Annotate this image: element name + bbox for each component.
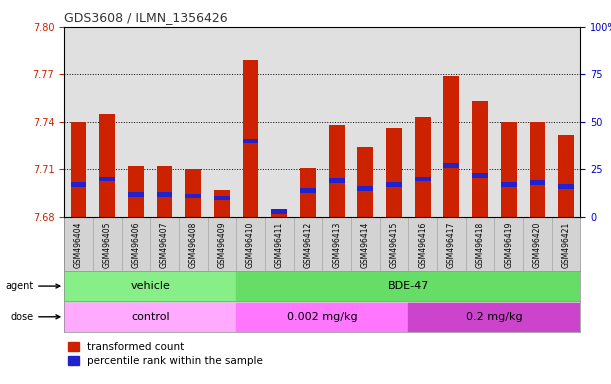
Bar <box>122 217 150 271</box>
Text: GSM496412: GSM496412 <box>304 221 312 268</box>
Bar <box>415 177 431 181</box>
Text: 0.2 mg/kg: 0.2 mg/kg <box>466 312 523 322</box>
Text: GSM496407: GSM496407 <box>160 221 169 268</box>
Bar <box>408 217 437 271</box>
Bar <box>530 180 545 185</box>
Bar <box>501 182 517 187</box>
Bar <box>408 303 580 331</box>
Bar <box>243 60 258 217</box>
Text: agent: agent <box>5 281 60 291</box>
Bar <box>300 188 316 193</box>
Bar <box>71 182 86 187</box>
Text: GSM496420: GSM496420 <box>533 221 542 268</box>
Text: BDE-47: BDE-47 <box>387 281 429 291</box>
Bar <box>472 173 488 177</box>
Bar <box>150 217 179 271</box>
Bar <box>558 184 574 189</box>
Bar <box>64 217 93 271</box>
Bar <box>214 195 230 200</box>
Text: GSM496418: GSM496418 <box>475 221 485 268</box>
Bar <box>523 217 552 271</box>
Bar <box>236 272 580 300</box>
Bar <box>214 190 230 217</box>
Text: GSM496405: GSM496405 <box>103 221 112 268</box>
Bar <box>472 101 488 217</box>
Text: GSM496410: GSM496410 <box>246 221 255 268</box>
Bar <box>558 135 574 217</box>
Bar <box>64 272 236 300</box>
Bar <box>530 122 545 217</box>
Bar <box>243 139 258 143</box>
Text: GSM496421: GSM496421 <box>562 221 571 268</box>
Bar <box>379 217 408 271</box>
Bar <box>156 166 172 217</box>
Text: GSM496415: GSM496415 <box>389 221 398 268</box>
Bar <box>179 217 208 271</box>
Bar <box>329 179 345 183</box>
Bar <box>444 163 459 168</box>
Bar <box>386 128 402 217</box>
Text: GSM496413: GSM496413 <box>332 221 341 268</box>
Bar <box>552 217 580 271</box>
Bar <box>156 192 172 197</box>
Bar <box>271 209 287 217</box>
Bar <box>300 168 316 217</box>
Bar <box>93 217 122 271</box>
Text: dose: dose <box>10 312 60 322</box>
Text: GSM496414: GSM496414 <box>361 221 370 268</box>
Bar <box>466 217 494 271</box>
Bar <box>64 303 236 331</box>
Bar <box>271 209 287 214</box>
Text: control: control <box>131 312 169 322</box>
Bar <box>71 122 86 217</box>
Bar <box>294 217 323 271</box>
Bar <box>185 169 201 217</box>
Bar <box>501 122 517 217</box>
Bar <box>494 217 523 271</box>
Bar <box>128 166 144 217</box>
Text: GSM496406: GSM496406 <box>131 221 141 268</box>
Text: GSM496404: GSM496404 <box>74 221 83 268</box>
Legend: transformed count, percentile rank within the sample: transformed count, percentile rank withi… <box>64 338 267 371</box>
Bar <box>357 147 373 217</box>
Bar <box>386 182 402 187</box>
Text: GSM496417: GSM496417 <box>447 221 456 268</box>
Text: 0.002 mg/kg: 0.002 mg/kg <box>287 312 357 322</box>
Bar <box>236 217 265 271</box>
Bar <box>444 76 459 217</box>
Bar <box>236 303 408 331</box>
Bar <box>437 217 466 271</box>
Bar <box>128 192 144 197</box>
Text: GSM496408: GSM496408 <box>189 221 198 268</box>
Bar <box>185 194 201 199</box>
Text: vehicle: vehicle <box>130 281 170 291</box>
Bar <box>208 217 236 271</box>
Bar <box>351 217 379 271</box>
Text: GSM496411: GSM496411 <box>275 221 284 268</box>
Bar <box>357 186 373 191</box>
Bar <box>100 177 115 181</box>
Text: GSM496416: GSM496416 <box>418 221 427 268</box>
Text: GSM496409: GSM496409 <box>218 221 227 268</box>
Bar <box>323 217 351 271</box>
Bar <box>329 125 345 217</box>
Bar <box>100 114 115 217</box>
Text: GSM496419: GSM496419 <box>504 221 513 268</box>
Bar <box>415 117 431 217</box>
Text: GDS3608 / ILMN_1356426: GDS3608 / ILMN_1356426 <box>64 11 228 24</box>
Bar <box>265 217 294 271</box>
